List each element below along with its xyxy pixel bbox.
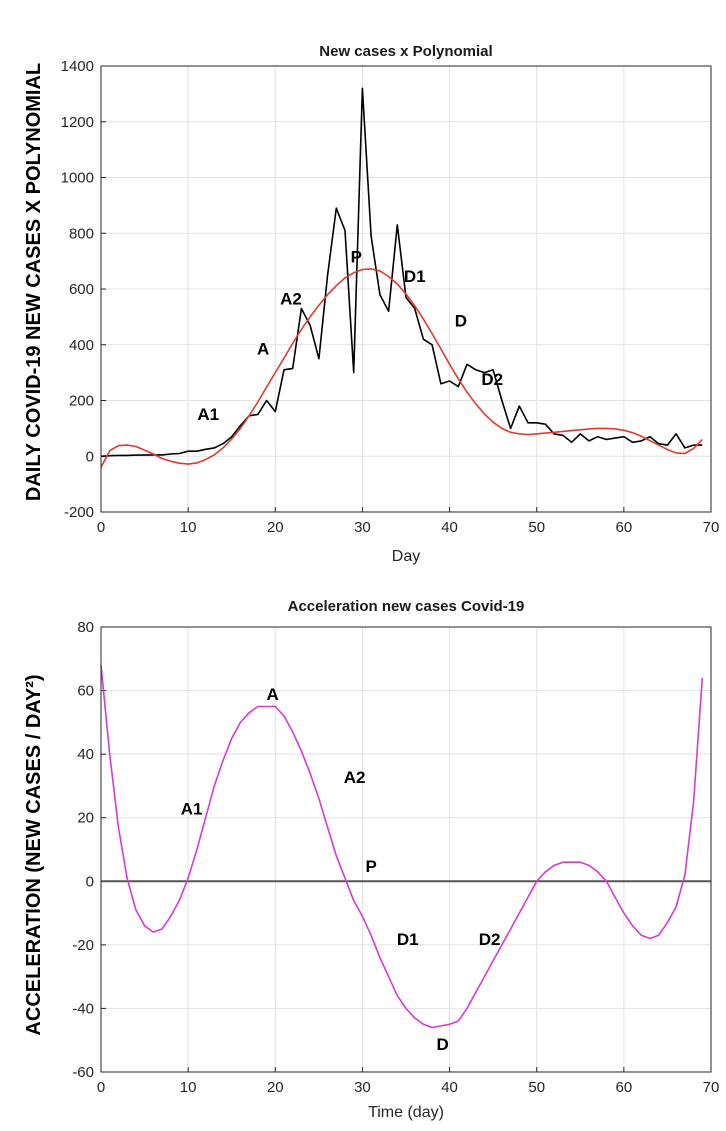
y-tick-label: 0 — [86, 448, 94, 465]
x-tick-label: 50 — [528, 519, 545, 536]
annotation-label: D1 — [404, 267, 426, 286]
x-tick-label: 50 — [528, 1079, 545, 1096]
y-tick-label: 600 — [69, 281, 94, 298]
y-tick-label: -20 — [72, 937, 94, 954]
new-cases-chart: New cases x Polynomial A1 A A2 P D1 D D2 0 10 20… — [23, 43, 719, 565]
x-tick-label: 20 — [267, 1079, 284, 1096]
annotation-label: A1 — [197, 405, 219, 424]
y-tick-label: 60 — [77, 683, 94, 700]
y-tick-label: -200 — [64, 504, 94, 521]
x-tick-label: 10 — [180, 1079, 197, 1096]
annotation-label: A — [257, 340, 269, 359]
x-tick-label: 40 — [441, 519, 458, 536]
y-axis-label: ACCELERATION (NEW CASES / DAY²) — [23, 674, 45, 1035]
y-tick-label: 400 — [69, 337, 94, 354]
grid — [100, 626, 712, 1073]
annotation-label: D — [455, 312, 467, 331]
annotation-label: A — [267, 685, 279, 704]
annotation-label: D1 — [397, 930, 419, 949]
x-tick-label: 70 — [703, 1079, 720, 1096]
x-tick-label: 40 — [441, 1079, 458, 1096]
x-tick-label: 70 — [703, 519, 720, 536]
x-tick-label: 0 — [97, 519, 105, 536]
x-tick-label: 20 — [267, 519, 284, 536]
y-tick-label: -60 — [72, 1064, 94, 1081]
y-tick-label: 80 — [77, 619, 94, 636]
y-tick-label: 1400 — [61, 58, 94, 75]
annotation-label: A2 — [344, 768, 366, 787]
y-tick-label: 40 — [77, 746, 94, 763]
annotation-label: P — [351, 248, 362, 267]
y-tick-labels: -60 -40 -20 0 20 40 60 80 — [72, 619, 94, 1081]
annotation-group: A1 A A2 P D1 D D2 — [181, 685, 501, 1054]
grid — [100, 65, 712, 513]
y-tick-label: 200 — [69, 393, 94, 410]
chart-title: Acceleration new cases Covid-19 — [288, 598, 525, 615]
annotation-label: D — [436, 1035, 448, 1054]
y-tick-label: 0 — [86, 873, 94, 890]
annotation-label: P — [365, 857, 376, 876]
x-tick-label: 30 — [354, 519, 371, 536]
annotation-label: D2 — [479, 930, 501, 949]
x-tick-label: 60 — [616, 1079, 633, 1096]
x-tick-label: 30 — [354, 1079, 371, 1096]
series-line-0 — [100, 87, 703, 458]
y-tick-label: -40 — [72, 1000, 94, 1017]
x-tick-label: 10 — [180, 519, 197, 536]
x-tick-labels: 0 10 20 30 40 50 60 70 — [97, 1079, 720, 1096]
x-tick-labels: 0 10 20 30 40 50 60 70 — [97, 519, 720, 536]
x-axis-label: Time (day) — [368, 1104, 444, 1121]
y-tick-labels: -200 0 200 400 600 800 1000 1200 1400 — [61, 58, 94, 521]
acceleration-chart: Acceleration new cases Covid-19 A1AA2PD1… — [23, 598, 719, 1121]
annotation-label: A1 — [181, 800, 203, 819]
plot-frame — [100, 65, 712, 513]
y-tick-label: 20 — [77, 810, 94, 827]
y-axis-label: DAILY COVID-19 NEW CASES X POLYNOMIAL — [23, 63, 45, 501]
y-tick-label: 1000 — [61, 170, 94, 187]
annotation-group: A1 A A2 P D1 D D2 — [197, 248, 503, 424]
y-tick-label: 1200 — [61, 114, 94, 131]
x-axis-label: Day — [392, 548, 420, 565]
x-tick-label: 60 — [616, 519, 633, 536]
series-line-0 — [100, 665, 704, 1029]
annotation-label: D2 — [481, 370, 503, 389]
series-line-1 — [100, 268, 703, 468]
y-tick-label: 800 — [69, 225, 94, 242]
series-group — [100, 665, 704, 1029]
plot-frame — [100, 626, 712, 1073]
chart-title: New cases x Polynomial — [319, 43, 492, 60]
annotation-label: A2 — [280, 289, 302, 308]
x-tick-label: 0 — [97, 1079, 105, 1096]
series-group — [100, 87, 703, 468]
